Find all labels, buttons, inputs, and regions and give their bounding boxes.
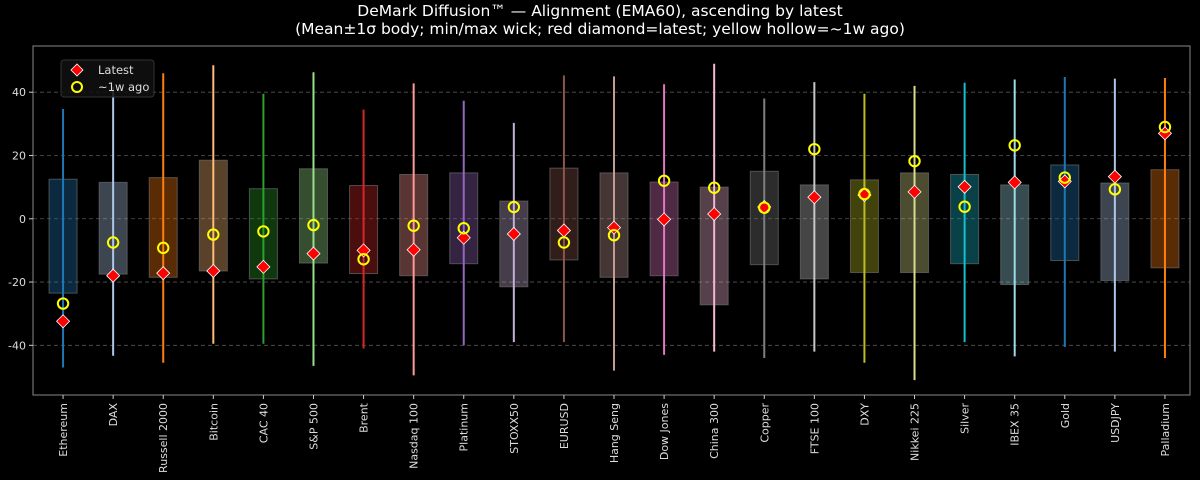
x-tick-label: S&P 500 [307, 403, 320, 450]
latest-marker [957, 179, 972, 194]
week-ago-marker [357, 253, 370, 266]
chart-title-line2: (Mean±1σ body; min/max wick; red diamond… [295, 20, 905, 38]
y-tick-label: 40 [12, 86, 26, 99]
week-ago-marker [457, 222, 470, 235]
legend: Latest ~1w ago [60, 59, 155, 98]
plot-frame [32, 45, 1191, 396]
latest-marker [456, 230, 471, 245]
week-ago-marker [307, 218, 320, 232]
week-ago-marker [56, 297, 70, 310]
week-ago-marker [1108, 183, 1122, 196]
latest-marker [406, 242, 421, 257]
y-axis: -40 -20 0 20 40 [8, 86, 33, 352]
week-ago-marker [207, 228, 220, 241]
week-ago-marker [257, 225, 270, 238]
latest-marker [506, 226, 521, 242]
legend-latest-marker [70, 63, 84, 77]
x-tick-label: Silver [959, 403, 972, 434]
week-ago-marker [908, 154, 921, 168]
latest-marker [907, 184, 922, 199]
x-tick-label: China 300 [708, 403, 721, 459]
latest-marker [807, 190, 822, 205]
grid [33, 91, 1190, 346]
latest-marker [256, 259, 271, 274]
week-ago-marker [958, 200, 971, 213]
x-tick-label: IBEX 35 [1009, 403, 1022, 446]
legend-week-ago-marker [71, 81, 83, 93]
x-tick-label: DXY [858, 403, 871, 426]
x-tick-label: Copper [758, 403, 771, 443]
x-tick-label: Dow Jones [658, 403, 671, 460]
x-tick-label: Gold [1059, 403, 1072, 428]
x-tick-label: Nasdaq 100 [408, 403, 421, 469]
week-ago-marker [858, 187, 871, 201]
week-ago-marker [607, 229, 621, 242]
legend-latest-label: Latest [98, 63, 134, 77]
y-tick-label: -40 [8, 339, 26, 352]
y-tick-label: -20 [8, 276, 26, 289]
week-ago-marker [657, 174, 671, 187]
week-ago-marker [157, 241, 170, 255]
marks [48, 63, 1180, 381]
latest-marker [106, 268, 121, 283]
latest-marker [206, 263, 221, 279]
week-ago-marker [557, 236, 571, 249]
x-tick-label: Palladium [1159, 403, 1172, 456]
x-tick-label: FTSE 100 [808, 403, 821, 454]
x-tick-label: Bitcoin [207, 403, 220, 441]
chart-title-line1: DeMark Diffusion™ — Alignment (EMA60), a… [357, 2, 842, 20]
week-ago-marker [1058, 171, 1071, 184]
x-tick-label: Nikkei 225 [909, 403, 922, 461]
week-ago-marker [758, 201, 771, 214]
x-tick-label: CAC 40 [257, 403, 270, 443]
week-ago-marker [808, 142, 821, 156]
latest-marker [306, 246, 321, 261]
latest-marker [356, 243, 371, 258]
week-ago-marker [1158, 120, 1172, 134]
latest-marker [55, 314, 71, 329]
week-ago-marker [407, 219, 420, 232]
latest-marker [1107, 169, 1122, 184]
legend-box [60, 59, 155, 98]
latest-marker [156, 266, 171, 281]
week-ago-marker [507, 200, 521, 214]
week-ago-marker [707, 181, 721, 194]
x-tick-label: Russell 2000 [157, 403, 170, 473]
x-axis: Ethereum DAX Russell 2000 Bitcoin CAC 40 S&P … [57, 395, 1172, 473]
legend-week-ago-label: ~1w ago [98, 80, 149, 94]
x-tick-label: STOXX50 [508, 403, 521, 454]
x-tick-label: EURUSD [558, 403, 571, 449]
latest-marker [1007, 175, 1022, 190]
x-tick-label: DAX [107, 403, 120, 427]
x-tick-label: Brent [358, 402, 371, 433]
x-tick-label: Hang Seng [608, 403, 621, 463]
x-tick-label: Ethereum [57, 403, 70, 457]
y-tick-label: 20 [12, 149, 26, 162]
week-ago-marker [1008, 139, 1021, 152]
latest-marker [707, 206, 722, 222]
x-tick-label: USDJPY [1109, 403, 1122, 443]
y-tick-label: 0 [19, 213, 26, 226]
latest-marker [657, 212, 672, 227]
x-tick-label: Platinum [458, 403, 471, 451]
week-ago-marker [106, 236, 120, 249]
